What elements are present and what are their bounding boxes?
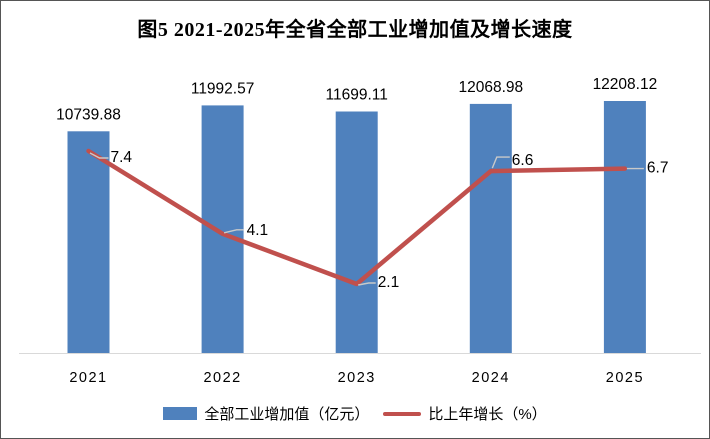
leader-line-2023 [358, 282, 376, 286]
leader-line-2024 [491, 156, 510, 169]
legend-bar-label: 全部工业增加值（亿元） [204, 406, 370, 423]
bar-2023 [335, 111, 378, 353]
growth-line [86, 148, 628, 287]
bar-value-label-2024: 12068.98 [458, 79, 523, 96]
line-value-label-2022: 4.1 [247, 222, 269, 239]
bar-series-swatch-icon [163, 407, 198, 420]
bar-2025 [603, 101, 646, 353]
line-value-label-2023: 2.1 [378, 274, 400, 291]
bar-2024 [469, 103, 512, 354]
line-value-label-2024: 6.6 [512, 152, 534, 169]
x-axis-label-2021: 2021 [69, 370, 107, 386]
legend-item-line: 比上年增长（%） [383, 403, 547, 424]
bar-value-label-2023: 11699.11 [326, 87, 388, 104]
leader-line-2022 [223, 229, 244, 234]
x-axis-label-2025: 2025 [606, 370, 644, 386]
legend-item-bar: 全部工业增加值（亿元） [163, 403, 369, 424]
bar-value-label-2022: 11992.57 [191, 80, 255, 97]
x-axis-label-2022: 2022 [203, 370, 241, 386]
data-labels-group: 10739.88 2021 11992.57 2022 11699.11 2023 1206… [56, 76, 668, 386]
line-value-label-2025: 6.7 [647, 160, 669, 177]
growth-line-group [86, 148, 628, 287]
bar-value-label-2025: 12208.12 [593, 76, 658, 93]
line-series-swatch-icon [383, 411, 422, 416]
chart-title: 图5 2021-2025年全省全部工业增加值及增长速度 [137, 19, 573, 41]
x-axis-label-2023: 2023 [338, 370, 376, 386]
bar-value-label-2021: 10739.88 [56, 106, 121, 123]
bars-group [67, 101, 646, 354]
x-axis-label-2024: 2024 [472, 370, 510, 386]
legend-line-label: 比上年增长（%） [428, 406, 547, 423]
chart-legend: 全部工业增加值（亿元） 比上年增长（%） [1, 403, 709, 424]
bar-2021 [67, 131, 110, 353]
leader-line-2021 [89, 152, 109, 159]
line-value-label-2021: 7.4 [111, 149, 133, 166]
